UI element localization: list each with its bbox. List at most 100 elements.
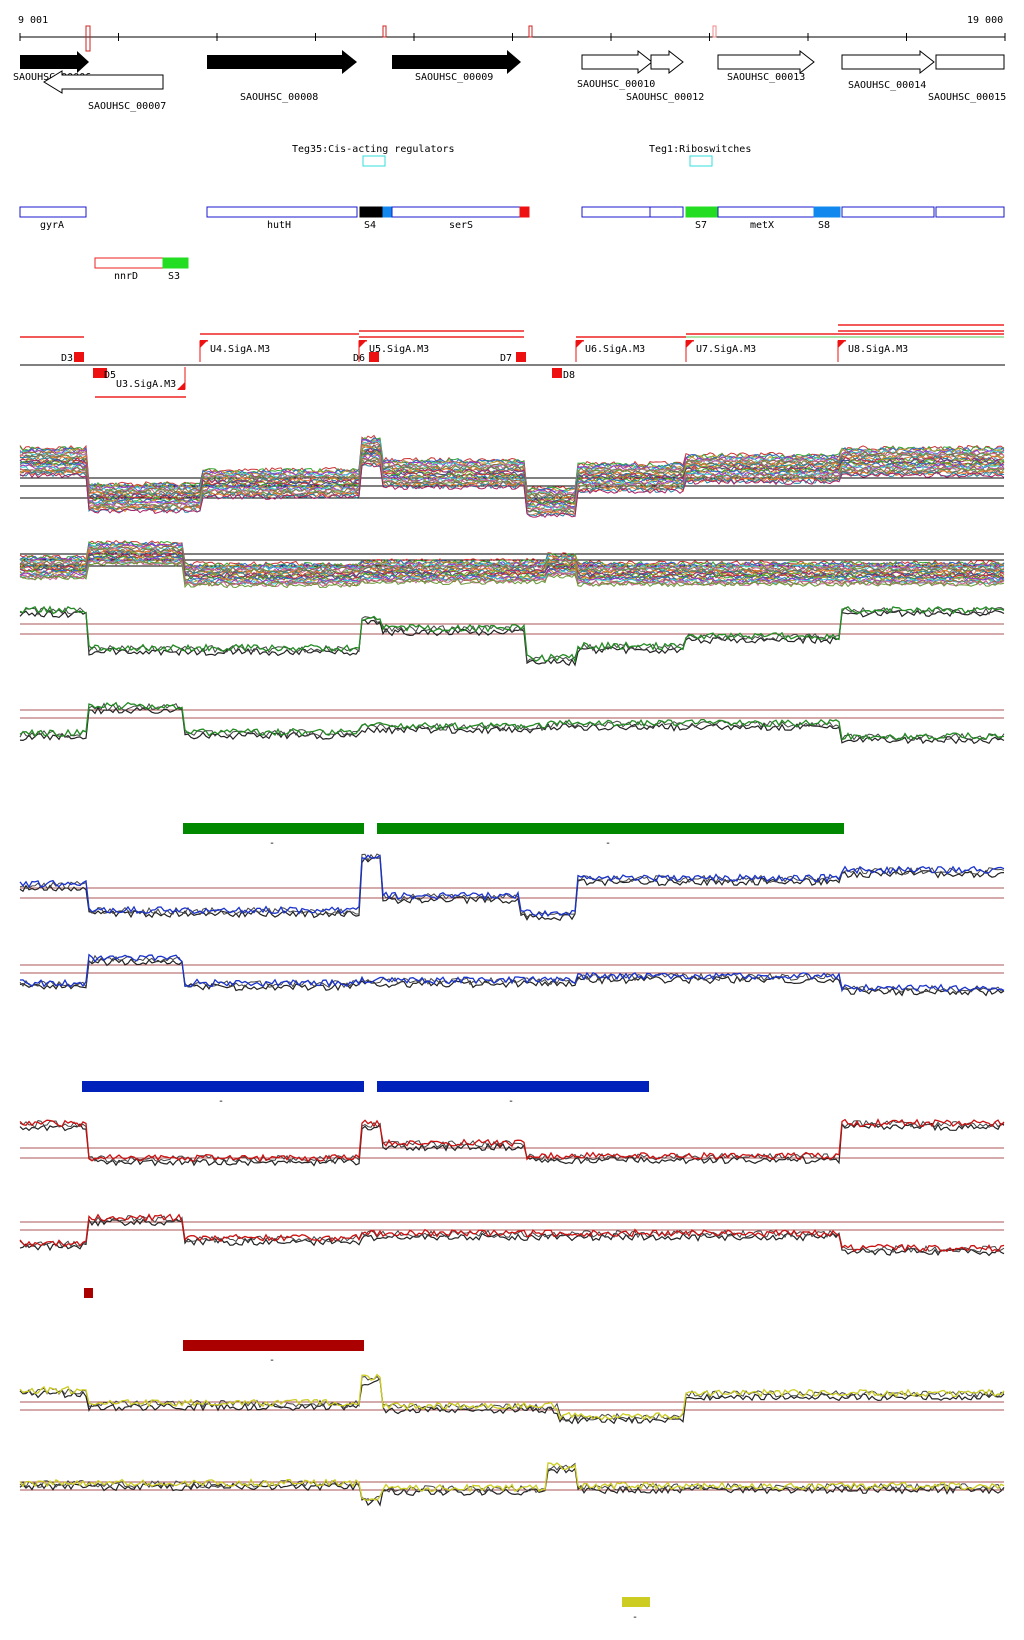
- terminator-label: D3: [61, 353, 73, 364]
- terminator-mark[interactable]: [93, 368, 107, 378]
- sample-line: [19, 443, 1005, 501]
- bar-mark: -: [632, 1612, 638, 1623]
- gene-label: SAOUHSC_00008: [240, 92, 318, 103]
- terminator-mark[interactable]: [369, 352, 379, 362]
- segment-box[interactable]: [649, 206, 684, 218]
- control-line: [19, 1462, 1005, 1502]
- condition-line: [19, 1373, 1005, 1421]
- promoter-track: D3 D5 U4.SigA.M3 U5.SigA.M3 D6 U3.SigA.M…: [20, 324, 1005, 398]
- promoter-flag: [200, 340, 208, 348]
- bar-mark: -: [218, 1096, 224, 1107]
- segment-box[interactable]: [94, 257, 164, 269]
- gene-label: SAOUHSC_00013: [727, 72, 805, 83]
- terminator-mark[interactable]: [74, 352, 84, 362]
- sig-red-lines: [20, 324, 1004, 398]
- gene-arrow-forward[interactable]: [20, 51, 89, 73]
- segment-box[interactable]: [717, 206, 815, 218]
- ruler-marker[interactable]: [85, 25, 91, 52]
- gene-label: SAOUHSC_00007: [88, 101, 166, 112]
- yellow-significance-bar[interactable]: [622, 1597, 650, 1607]
- terminator-label: D8: [563, 370, 575, 381]
- gene-arrow-open[interactable]: [650, 49, 684, 75]
- segment-box[interactable]: [685, 206, 719, 218]
- segment-box[interactable]: [206, 206, 358, 218]
- segment-box[interactable]: [162, 257, 189, 269]
- regulator-box[interactable]: [689, 155, 713, 167]
- gene-track: SAOUHSC_00006 SAOUHSC_00007 SAOUHSC_0000…: [13, 49, 1006, 112]
- ruler-start-label: 9 001: [18, 15, 48, 26]
- regulator-label: Teg35:Cis-acting regulators: [292, 144, 455, 155]
- promoter-flag: [838, 340, 846, 348]
- control-line: [19, 856, 1005, 922]
- promoter-flag: [177, 382, 185, 390]
- significance-bars: - - - - - -: [82, 823, 844, 1623]
- bar-mark: -: [269, 838, 275, 849]
- promoter-label: U3.SigA.M3: [116, 379, 176, 390]
- condition-line: [19, 605, 1005, 664]
- condition-line: [19, 1118, 1005, 1163]
- expression-track-pairs: [19, 605, 1005, 1507]
- segment-label: gyrA: [40, 220, 64, 231]
- segment-label: S4: [364, 220, 376, 231]
- gene-arrow-forward[interactable]: [207, 50, 357, 74]
- segment-label: S8: [818, 220, 830, 231]
- segment-label: nnrD: [114, 271, 138, 282]
- segment-label: S7: [695, 220, 707, 231]
- blue-significance-bar[interactable]: [82, 1081, 364, 1092]
- segment-box[interactable]: [359, 206, 384, 218]
- segment-label: S3: [168, 271, 180, 282]
- red-significance-bar[interactable]: [84, 1288, 93, 1298]
- control-line: [19, 853, 1005, 918]
- segment-box[interactable]: [581, 206, 651, 218]
- control-line: [19, 1119, 1005, 1164]
- sample-line: [19, 462, 1005, 518]
- promoter-flag: [686, 340, 694, 348]
- condition-line: [19, 1213, 1005, 1253]
- regulator-box[interactable]: [362, 155, 386, 167]
- terminator-label: D7: [500, 353, 512, 364]
- ruler-marker[interactable]: [528, 25, 533, 38]
- gene-arrow-reverse[interactable]: [43, 70, 164, 94]
- sample-line: [19, 462, 1005, 518]
- green-significance-bar[interactable]: [183, 823, 364, 834]
- condition-line: [19, 701, 1005, 741]
- segment-box[interactable]: [813, 206, 841, 218]
- segment-box[interactable]: [382, 206, 393, 218]
- green-significance-bar[interactable]: [377, 823, 844, 834]
- bar-mark: -: [508, 1096, 514, 1107]
- gene-arrow-open[interactable]: [841, 49, 935, 75]
- segment-box[interactable]: [391, 206, 521, 218]
- condition-line: [19, 953, 1005, 993]
- gene-block-open[interactable]: [935, 54, 1005, 70]
- blue-significance-bar[interactable]: [377, 1081, 649, 1092]
- ruler: 9 001 19 000: [18, 15, 1006, 52]
- gene-label: SAOUHSC_00015: [928, 92, 1006, 103]
- segment-box[interactable]: [519, 206, 530, 218]
- sample-line: [19, 441, 1005, 498]
- gene-label: SAOUHSC_00012: [626, 92, 704, 103]
- condition-line: [19, 854, 1005, 918]
- promoter-flag: [576, 340, 584, 348]
- gene-arrow-open[interactable]: [717, 49, 815, 75]
- terminator-mark[interactable]: [552, 368, 562, 378]
- gene-arrow-open[interactable]: [581, 49, 653, 75]
- bar-mark: -: [269, 1355, 275, 1366]
- promoter-label: U6.SigA.M3: [585, 344, 645, 355]
- segment-track: gyrA hutH S4 serS S7 metX S8 nnrD S3: [19, 206, 1005, 282]
- terminator-mark[interactable]: [516, 352, 526, 362]
- promoter-label: U4.SigA.M3: [210, 344, 270, 355]
- segment-box[interactable]: [841, 206, 935, 218]
- sample-line: [19, 437, 1005, 493]
- gene-label: SAOUHSC_00014: [848, 80, 926, 91]
- red-significance-bar[interactable]: [183, 1340, 364, 1351]
- gene-arrow-forward[interactable]: [392, 50, 521, 74]
- ruler-marker[interactable]: [382, 25, 387, 38]
- control-line: [19, 609, 1005, 667]
- segment-box[interactable]: [19, 206, 87, 218]
- segment-box[interactable]: [935, 206, 1005, 218]
- promoter-label: U5.SigA.M3: [369, 344, 429, 355]
- gene-label: SAOUHSC_00010: [577, 79, 655, 90]
- ruler-marker[interactable]: [712, 25, 717, 38]
- segment-label: serS: [449, 220, 473, 231]
- terminator-label: D5: [104, 370, 116, 381]
